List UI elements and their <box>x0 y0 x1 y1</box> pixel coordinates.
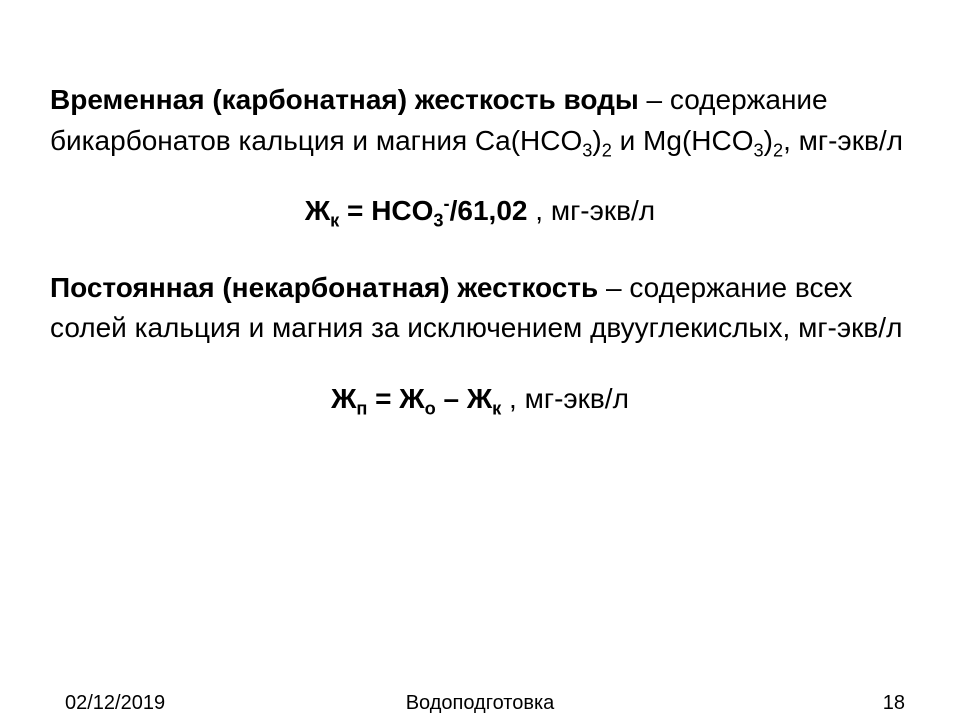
f2-lhs-sub: п <box>356 399 367 419</box>
slide: Временная (карбонатная) жесткость воды –… <box>0 0 960 720</box>
footer-page-number: 18 <box>883 692 905 715</box>
formula-permanent-hardness: Жп = Жо – Жк , мг-экв/л <box>50 379 910 420</box>
formula-carbonate-hardness: Жк = HCO3-/61,02 , мг-экв/л <box>50 191 910 232</box>
f2-rhs2-sub: к <box>492 399 501 419</box>
f1-lhs-sub: к <box>330 211 339 231</box>
f2-lhs-pre: Ж <box>331 383 356 414</box>
section1-sub3: 3 <box>754 140 764 160</box>
f1-lhs-pre: Ж <box>305 195 330 226</box>
section1-mid1: ) <box>592 125 601 156</box>
section1-mid2: и Mg(HCO <box>612 125 754 156</box>
section1-tail: , мг-экв/л <box>783 125 903 156</box>
f1-div: /61,02 <box>450 195 528 226</box>
section1-title: Временная (карбонатная) жесткость воды <box>50 84 639 115</box>
section1-sub1: 3 <box>582 140 592 160</box>
f1-eq: = HCO <box>339 195 433 226</box>
f2-eq: = Ж <box>367 383 424 414</box>
section1-sub4: 2 <box>773 140 783 160</box>
f2-unit-prefix: , <box>501 383 524 414</box>
f2-unit: мг-экв/л <box>525 383 629 414</box>
footer-title: Водоподготовка <box>0 692 960 715</box>
section2-title: Постоянная (некарбонатная) жесткость <box>50 272 598 303</box>
f1-ion-sub: 3 <box>433 211 443 231</box>
section1-mid3: ) <box>764 125 773 156</box>
f2-minus: – Ж <box>436 383 492 414</box>
f2-rhs1-sub: о <box>425 399 436 419</box>
section1-sub2: 2 <box>602 140 612 160</box>
f1-unit-prefix: , <box>527 195 550 226</box>
section-temporary-hardness: Временная (карбонатная) жесткость воды –… <box>50 80 910 161</box>
f1-unit: мг-экв/л <box>551 195 655 226</box>
slide-content: Временная (карбонатная) жесткость воды –… <box>50 80 910 420</box>
section-permanent-hardness: Постоянная (некарбонатная) жесткость – с… <box>50 268 910 349</box>
